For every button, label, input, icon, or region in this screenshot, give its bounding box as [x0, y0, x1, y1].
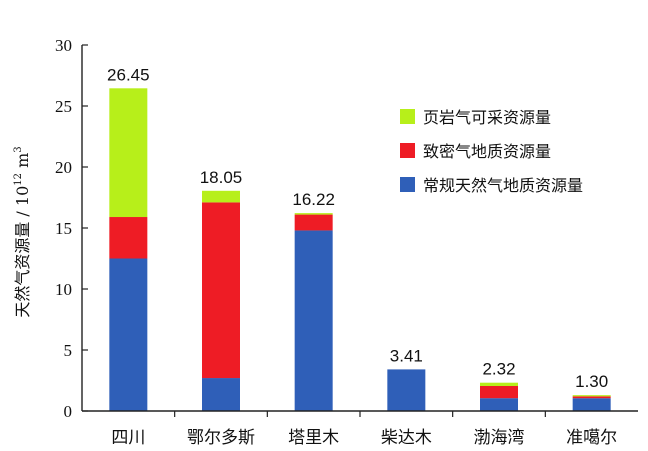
bar-total-label: 26.45: [107, 65, 150, 84]
bar-segment: [202, 190, 240, 203]
bar-total-label: 1.30: [575, 372, 608, 391]
x-tick-label: 渤海湾: [474, 428, 525, 448]
axes-layer: 0 5 10 15 20 25 30: [55, 36, 638, 421]
bar-segment: [109, 217, 148, 259]
bar-segment: [387, 369, 426, 411]
bar-total-label: 2.32: [482, 360, 515, 379]
y-tick-label: 25: [55, 97, 72, 116]
bar-segment: [572, 398, 611, 411]
x-tick-label: 四川: [111, 428, 145, 448]
y-tick-label: 0: [64, 402, 73, 421]
x-tick-label: 柴达木: [381, 428, 432, 448]
x-tick-label: 塔里木: [288, 428, 339, 448]
y-axis-label-unit-sup: 3: [13, 146, 24, 152]
bars-layer: [109, 88, 611, 411]
y-axis-label: 天然气资源量 / 1012 m3: [13, 146, 32, 317]
legend-label: 致密气地质资源量: [423, 142, 551, 161]
bar-segment: [294, 213, 333, 215]
bar-segment: [480, 382, 518, 386]
bar-total-label: 18.05: [200, 168, 243, 187]
bar-segment: [109, 88, 148, 218]
bar-segment: [480, 385, 518, 399]
legend-swatch: [400, 177, 415, 192]
y-axis-label-prefix: 天然气资源量 / 10: [13, 186, 32, 318]
bar-segment: [109, 258, 148, 411]
y-tick-label: 30: [55, 36, 72, 55]
bar-segment: [294, 230, 333, 411]
legend-swatch: [400, 143, 415, 158]
y-axis-label-unit: m: [13, 153, 32, 173]
bar-segment: [572, 396, 611, 399]
bar-segment: [202, 378, 240, 411]
legend-swatch: [400, 109, 415, 124]
legend-label: 常规天然气地质资源量: [423, 176, 583, 195]
y-tick-label: 20: [55, 158, 72, 177]
bar-segment: [294, 214, 333, 231]
bar-total-label: 3.41: [390, 346, 423, 365]
y-tick-label: 10: [55, 280, 72, 299]
y-tick-label: 15: [55, 219, 72, 238]
x-tick-label: 准噶尔: [566, 428, 617, 448]
bar-segment: [202, 202, 240, 379]
bar-segment: [480, 398, 518, 411]
legend-label: 页岩气可采资源量: [423, 108, 551, 127]
x-tick-label: 鄂尔多斯: [187, 428, 255, 448]
y-tick-label: 5: [64, 341, 73, 360]
labels-layer: 26.45 四川 18.05 鄂尔多斯 16.22 塔里木 3.41 柴达木 2.32 渤海湾 1.…: [107, 65, 617, 448]
bar-total-label: 16.22: [292, 190, 335, 209]
y-axis-label-sup: 12: [13, 173, 24, 186]
bar-segment: [572, 395, 611, 397]
